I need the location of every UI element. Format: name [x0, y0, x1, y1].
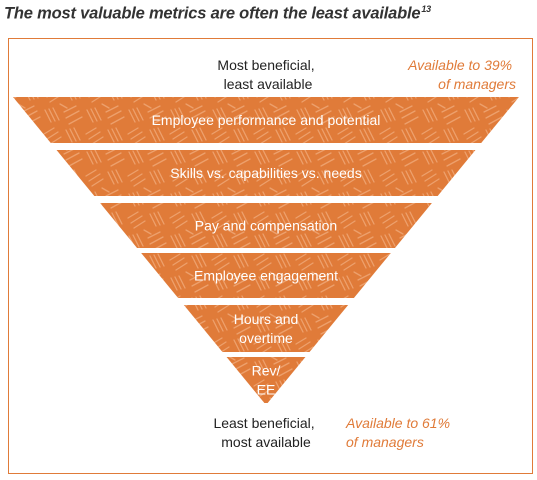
- funnel-band-3: [100, 203, 432, 248]
- bottom-beneficial-label: Least beneficial, most available: [213, 415, 318, 450]
- page-title: The most valuable metrics are often the …: [4, 4, 431, 24]
- bottom-availability-line1: Available to 61%: [345, 415, 450, 431]
- funnel-level-2: Skills vs. capabilities vs. needs: [56, 150, 476, 196]
- top-availability-line2: of managers: [438, 76, 516, 92]
- level-label-rev-ee: Rev/EE: [252, 363, 281, 398]
- level-label-pay-and-compensation: Pay and compensation: [195, 218, 337, 234]
- funnel-band-2: [56, 150, 476, 196]
- top-availability-line1: Available to 39%: [407, 57, 512, 73]
- funnel-band-4: [141, 253, 391, 298]
- top-beneficial-line1: Most beneficial,: [217, 57, 314, 73]
- level-label-line: overtime: [239, 330, 293, 346]
- funnel-band-5: [183, 305, 349, 352]
- funnel-level-6: Rev/EE: [226, 357, 306, 403]
- level-label-skills-vs-capabilities-vs-needs: Skills vs. capabilities vs. needs: [170, 165, 361, 181]
- title-text: The most valuable metrics are often the …: [4, 4, 421, 23]
- funnel-level-3: Pay and compensation: [100, 203, 432, 248]
- level-label-line: EE: [257, 382, 276, 398]
- top-beneficial-line2: least available: [224, 76, 313, 92]
- level-label-line: Skills vs. capabilities vs. needs: [170, 165, 361, 181]
- footnote-marker: 13: [421, 4, 431, 14]
- funnel-level-5: Hours and overtime: [183, 305, 349, 352]
- level-label-line: Hours and: [234, 311, 299, 327]
- top-availability-label: Available to 39% of managers: [407, 57, 516, 92]
- diagram-frame: [8, 38, 533, 474]
- funnel-level-4: Employee engagement: [141, 253, 391, 298]
- bottom-availability-line2: of managers: [346, 434, 424, 450]
- level-label-line: Employee performance and potential: [152, 112, 381, 128]
- bottom-availability-label: Available to 61% of managers: [345, 415, 454, 450]
- level-label-line: Employee engagement: [194, 268, 338, 284]
- level-label-line: Rev/: [252, 363, 281, 379]
- funnel-bands: Employee performance and potential Skills…: [13, 97, 519, 403]
- level-label-hours-and-overtime: Hours and overtime: [234, 311, 299, 346]
- top-beneficial-label: Most beneficial, least available: [217, 57, 318, 92]
- bottom-beneficial-line1: Least beneficial,: [213, 415, 314, 431]
- bottom-beneficial-line2: most available: [221, 434, 311, 450]
- level-label-line: Pay and compensation: [195, 218, 337, 234]
- level-label-employee-engagement: Employee engagement: [194, 268, 338, 284]
- funnel-band-6: [226, 357, 306, 403]
- funnel-level-1: Employee performance and potential: [13, 97, 519, 143]
- funnel-band-1: [13, 97, 519, 143]
- level-label-employee-performance-and-potential: Employee performance and potential: [152, 112, 381, 128]
